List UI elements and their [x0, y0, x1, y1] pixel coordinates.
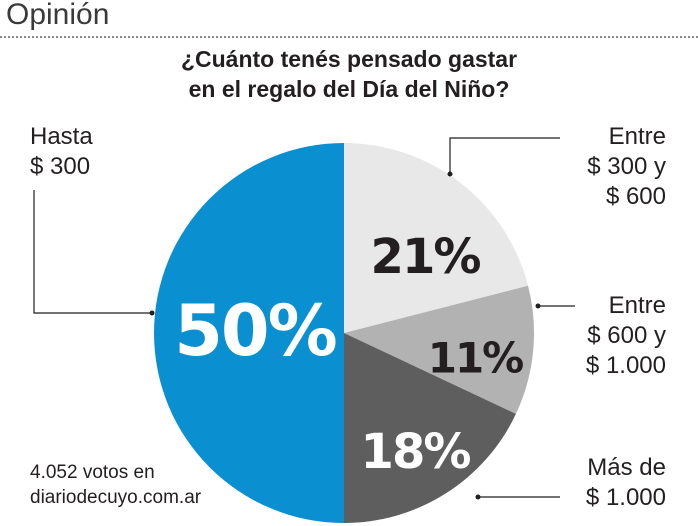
legend-label-600-1000: Entre $ 600 y $ 1.000	[586, 291, 666, 381]
slice-mas-1000	[344, 333, 516, 523]
leader-line-600-1000-dot	[535, 303, 541, 309]
leader-line-hasta-300	[33, 190, 152, 314]
chart-title-line-1: ¿Cuánto tenés pensado gastar	[180, 46, 518, 72]
legend-label-line: $ 1.000	[585, 484, 666, 511]
pct-label-600-1000: 11%	[428, 334, 523, 383]
source-line-2: diariodecuyo.com.ar	[30, 487, 202, 508]
slice-600-1000	[344, 285, 535, 414]
source-line-1: 4.052 votos en	[30, 462, 155, 483]
slice-300-600	[344, 143, 529, 333]
legend-label-hasta-300: Hasta $ 300	[30, 122, 93, 182]
source-note: 4.052 votos en diariodecuyo.com.ar	[30, 460, 201, 510]
leader-line-hasta-300-dot	[149, 310, 155, 316]
pct-label-hasta-300: 50%	[174, 290, 336, 372]
leader-line-300-600	[449, 137, 560, 174]
chart-title: ¿Cuánto tenés pensado gastar en el regal…	[0, 44, 698, 104]
leader-line-300-600-dot	[447, 171, 453, 177]
legend-label-line: Hasta	[30, 123, 93, 150]
chart-title-line-2: en el regalo del Día del Niño?	[188, 76, 510, 102]
legend-label-line: $ 300	[30, 153, 91, 180]
slice-hasta-300	[154, 143, 344, 523]
legend-label-line: Entre	[608, 292, 666, 319]
legend-label-line: $ 1.000	[585, 352, 666, 379]
leader-line-mas-1000-dot	[475, 494, 481, 500]
legend-label-line: Más de	[587, 454, 666, 481]
legend-label-line: Entre	[608, 123, 666, 150]
dotted-divider	[0, 36, 698, 38]
pct-label-mas-1000: 18%	[361, 424, 471, 480]
legend-label-line: $ 300 y	[587, 153, 666, 180]
legend-label-300-600: Entre $ 300 y $ 600	[587, 122, 666, 212]
legend-label-mas-1000: Más de $ 1.000	[586, 453, 666, 513]
legend-label-line: $ 600	[605, 183, 666, 210]
legend-label-line: $ 600 y	[587, 322, 666, 349]
pct-label-300-600: 21%	[371, 229, 481, 285]
section-title: Opinión	[6, 0, 110, 31]
